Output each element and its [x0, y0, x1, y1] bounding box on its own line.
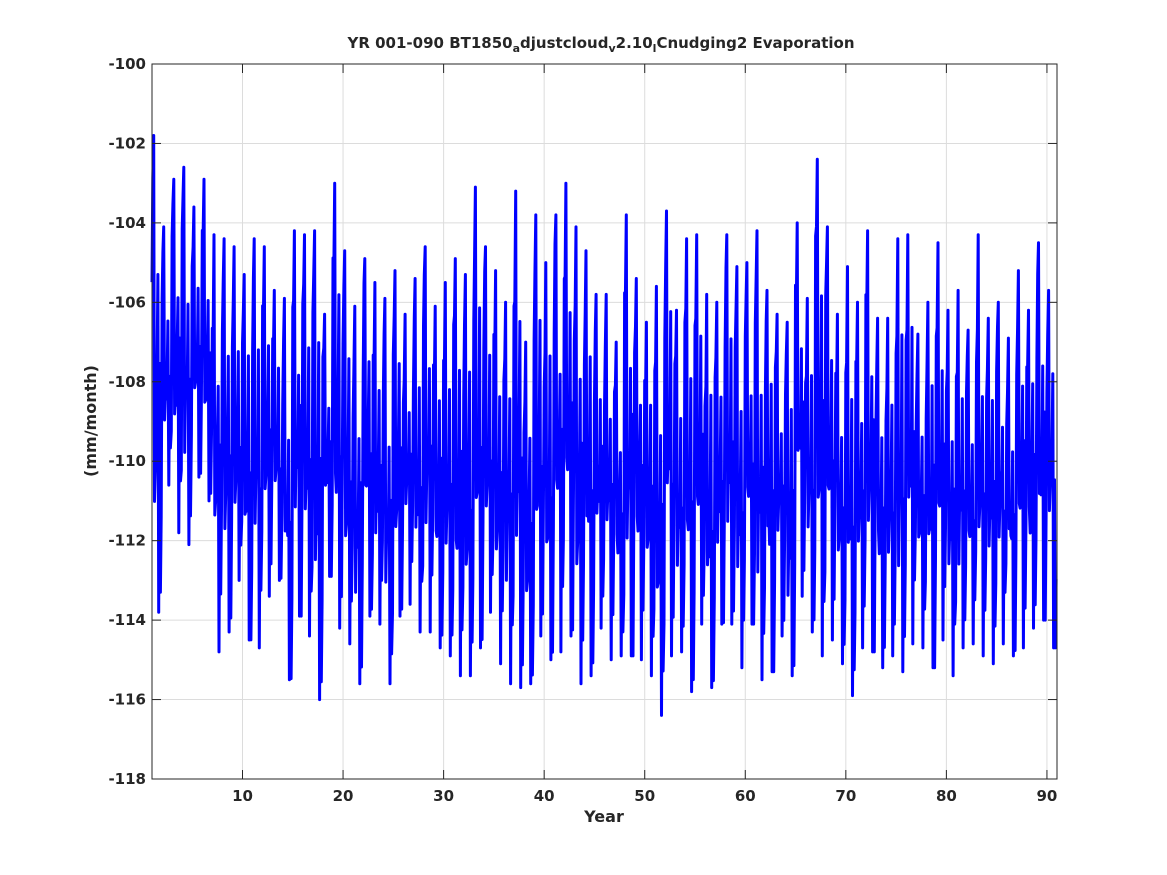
y-tick-label: -114 — [108, 611, 146, 629]
title-part-0: YR 001-090 BT1850 — [346, 34, 512, 52]
x-tick-label: 70 — [835, 787, 856, 805]
x-tick-label: 90 — [1037, 787, 1058, 805]
x-tick-label: 30 — [433, 787, 454, 805]
y-tick-label: -104 — [108, 214, 146, 232]
title-part-5: l — [653, 42, 657, 55]
plot-frame — [151, 63, 1058, 780]
x-tick-label: 40 — [534, 787, 555, 805]
y-tick-label: -112 — [108, 532, 146, 550]
x-tick-label: 10 — [232, 787, 253, 805]
y-tick-label: -108 — [108, 373, 146, 391]
y-tick-label: -106 — [108, 293, 146, 311]
y-tick-label: -100 — [108, 55, 146, 73]
title-part-6: Cnudging2 Evaporation — [656, 34, 854, 52]
ticks — [152, 63, 1057, 780]
title-part-4: 2.10 — [616, 34, 653, 52]
title-part-2: djustcloud — [520, 34, 608, 52]
plot-area — [150, 63, 1058, 780]
y-tick-labels: -118 -116 -114 -112 -110 -108 -106 -104 -102 -100 — [108, 55, 146, 788]
series-line — [150, 134, 1058, 717]
y-tick-label: -102 — [108, 134, 146, 152]
y-tick-label: -116 — [108, 691, 146, 709]
title-part-1: a — [513, 42, 520, 55]
y-tick-label: -118 — [108, 770, 146, 788]
series-layer — [150, 134, 1058, 717]
y-tick-label: -110 — [108, 452, 146, 470]
x-tick-label: 80 — [936, 787, 957, 805]
x-tick-labels: 10 20 30 40 50 60 70 80 90 — [232, 787, 1057, 805]
y-axis-title: (mm/month) — [81, 365, 100, 477]
x-tick-label: 20 — [333, 787, 354, 805]
chart-title: YR 001-090 BT1850adjustcloudv2.10lCnudgi… — [346, 34, 854, 55]
title-part-3: v — [608, 42, 616, 55]
x-axis-title: Year — [583, 807, 624, 826]
x-tick-label: 50 — [634, 787, 655, 805]
x-tick-label: 60 — [735, 787, 756, 805]
